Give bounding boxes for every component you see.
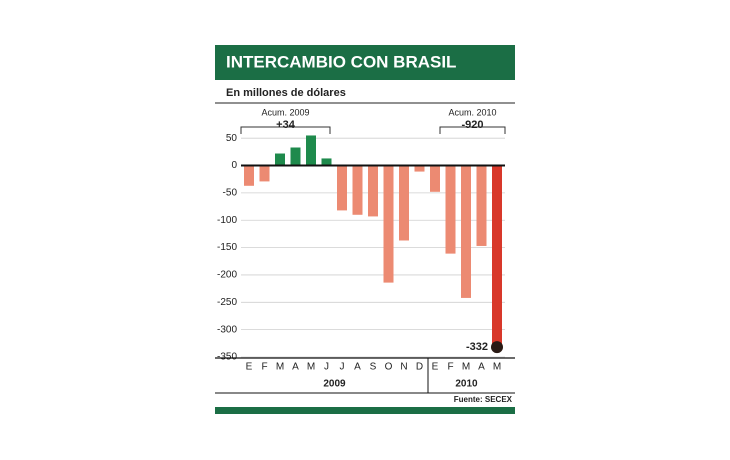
bar bbox=[492, 165, 502, 348]
x-tick-label: A bbox=[292, 362, 299, 373]
x-tick-label: M bbox=[276, 362, 284, 373]
footer-band bbox=[215, 407, 515, 414]
x-tick-label: J bbox=[324, 362, 329, 373]
y-tick-label: -50 bbox=[223, 188, 238, 199]
x-tick-label: F bbox=[261, 362, 267, 373]
header-band bbox=[215, 45, 515, 80]
y-tick-label: -150 bbox=[217, 242, 237, 253]
annotation-value: -920 bbox=[461, 119, 483, 131]
x-tick-label: D bbox=[416, 362, 423, 373]
y-tick-label: -350 bbox=[217, 352, 237, 363]
annotation-label: Acum. 2009 bbox=[261, 107, 309, 117]
bar bbox=[476, 165, 487, 246]
bar bbox=[321, 158, 332, 166]
x-tick-label: M bbox=[307, 362, 315, 373]
chart-title: INTERCAMBIO CON BRASIL bbox=[226, 52, 456, 71]
x-tick-label: J bbox=[340, 362, 345, 373]
x-tick-label: S bbox=[370, 362, 377, 373]
y-tick-label: -200 bbox=[217, 270, 237, 281]
annotation-label: Acum. 2010 bbox=[448, 107, 496, 117]
bar bbox=[368, 165, 378, 217]
bar bbox=[244, 165, 254, 186]
bar bbox=[306, 135, 316, 166]
bar bbox=[275, 153, 285, 166]
bar bbox=[399, 165, 409, 241]
y-tick-label: -100 bbox=[217, 215, 237, 226]
annotation-bracket bbox=[240, 126, 331, 134]
x-tick-label: M bbox=[493, 362, 501, 373]
x-tick-label: E bbox=[246, 362, 253, 373]
bar bbox=[461, 165, 471, 298]
x-tick-label: F bbox=[447, 362, 453, 373]
source: Fuente: SECEX bbox=[454, 395, 513, 404]
y-tick-label: 50 bbox=[226, 133, 238, 144]
y-tick-label: 0 bbox=[231, 160, 237, 171]
y-tick-label: -250 bbox=[217, 297, 237, 308]
x-tick-label: O bbox=[385, 362, 393, 373]
x-tick-label: N bbox=[400, 362, 407, 373]
value-label: -332 bbox=[466, 341, 488, 353]
year-label: 2009 bbox=[323, 379, 346, 390]
bar bbox=[290, 147, 301, 166]
subtitle: En millones de dólares bbox=[226, 87, 346, 99]
bar bbox=[259, 165, 270, 182]
bar bbox=[414, 165, 425, 172]
x-tick-label: M bbox=[462, 362, 470, 373]
bar bbox=[337, 165, 347, 211]
x-tick-label: E bbox=[432, 362, 439, 373]
bar bbox=[352, 165, 363, 215]
bar bbox=[430, 165, 440, 192]
annotation-bracket bbox=[439, 126, 506, 134]
annotation-value: +34 bbox=[276, 119, 296, 131]
bar bbox=[445, 165, 456, 254]
x-tick-label: A bbox=[354, 362, 361, 373]
value-marker bbox=[491, 341, 503, 354]
year-label: 2010 bbox=[455, 379, 478, 390]
y-tick-label: -300 bbox=[217, 324, 237, 335]
bar bbox=[383, 165, 394, 283]
x-tick-label: A bbox=[478, 362, 485, 373]
